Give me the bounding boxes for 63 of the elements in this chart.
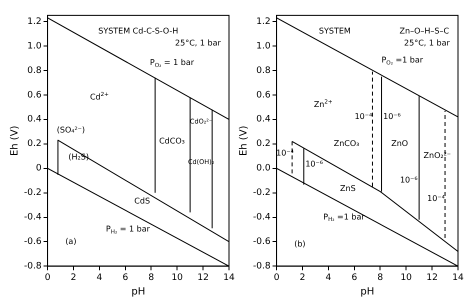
- y-axis-title: Eh (V): [238, 125, 250, 156]
- y-tick-label: 0.0: [256, 164, 271, 174]
- annotation: SYSTEM: [318, 26, 351, 36]
- x-tick-label: 12: [426, 272, 438, 283]
- y-tick-label: 1.2: [27, 16, 42, 27]
- y-tick-label: 0.8: [27, 66, 42, 76]
- annotation: (a): [65, 236, 76, 246]
- annotation: 10⁻⁶: [383, 112, 401, 122]
- y-tick-label: -0.6: [24, 237, 42, 248]
- annotation: 10⁻⁴: [427, 194, 445, 203]
- x-axis-title: pH: [131, 286, 146, 298]
- annotation: CdCO₃: [159, 136, 185, 146]
- annotation: ZnS: [340, 184, 356, 194]
- x-tick-label: 6: [351, 272, 358, 283]
- x-tick-label: 8: [148, 272, 154, 283]
- y-tick-label: -0.6: [253, 237, 271, 248]
- y-tick-label: -0.4: [253, 212, 271, 223]
- annotation: ZnO₂²⁻: [424, 151, 452, 160]
- y-tick-label: -0.8: [24, 262, 42, 272]
- x-tick-label: 14: [452, 272, 464, 283]
- annotation: (SO₄²⁻): [56, 125, 86, 134]
- y-tick-label: -0.4: [24, 212, 42, 223]
- x-tick-label: 2: [300, 272, 306, 283]
- x-tick-label: 14: [223, 272, 235, 283]
- annotation: ZnCO₃: [334, 138, 360, 148]
- y-tick-label: 1.0: [256, 41, 271, 52]
- annotation: CdS: [134, 196, 150, 206]
- annotation: 10⁻⁴: [354, 112, 372, 122]
- y-tick-label: 0.4: [27, 114, 42, 125]
- x-tick-label: 4: [96, 272, 103, 283]
- annotation: (H₂S): [68, 152, 89, 162]
- x-tick-label: 10: [400, 272, 412, 283]
- x-tick-label: 2: [70, 272, 76, 283]
- annotation: (b): [294, 239, 306, 248]
- y-tick-label: 1.2: [256, 16, 271, 27]
- y-tick-label: 0.6: [27, 90, 42, 100]
- annotation: Zn–O–H–S–C: [400, 26, 450, 36]
- x-tick-label: 10: [171, 272, 184, 283]
- y-tick-label: 0.8: [256, 66, 271, 76]
- y-tick-label: 1.0: [27, 41, 42, 52]
- y-tick-label: 0.2: [27, 139, 42, 150]
- y-tick-label: 0: [36, 164, 42, 174]
- annotation: 10⁻⁴: [276, 148, 294, 158]
- y-tick-label: -0.2: [24, 188, 42, 198]
- x-tick-label: 4: [326, 272, 332, 283]
- annotation: 10⁻⁶: [400, 176, 418, 185]
- x-tick-label: 0: [274, 272, 280, 283]
- x-tick-label: 8: [377, 272, 384, 283]
- y-tick-label: 0.2: [256, 139, 271, 150]
- annotation: 25°C, 1 bar: [404, 38, 450, 48]
- x-tick-label: 6: [122, 272, 128, 283]
- y-tick-label: 0.6: [256, 90, 271, 100]
- y-tick-label: -0.8: [253, 262, 271, 272]
- y-axis-title: Eh (V): [10, 125, 21, 156]
- annotation: SYSTEM Cd-C-S-O-H: [98, 26, 178, 36]
- y-tick-label: 0.4: [256, 114, 271, 125]
- x-tick-label: 0: [44, 272, 51, 283]
- annotation: ZnO: [391, 138, 408, 148]
- y-tick-label: -0.2: [253, 188, 271, 198]
- x-tick-label: 12: [197, 272, 209, 283]
- annotation: 10⁻⁶: [305, 160, 323, 169]
- x-axis-title: pH: [360, 286, 374, 298]
- annotation: 25°C, 1 bar: [175, 38, 222, 48]
